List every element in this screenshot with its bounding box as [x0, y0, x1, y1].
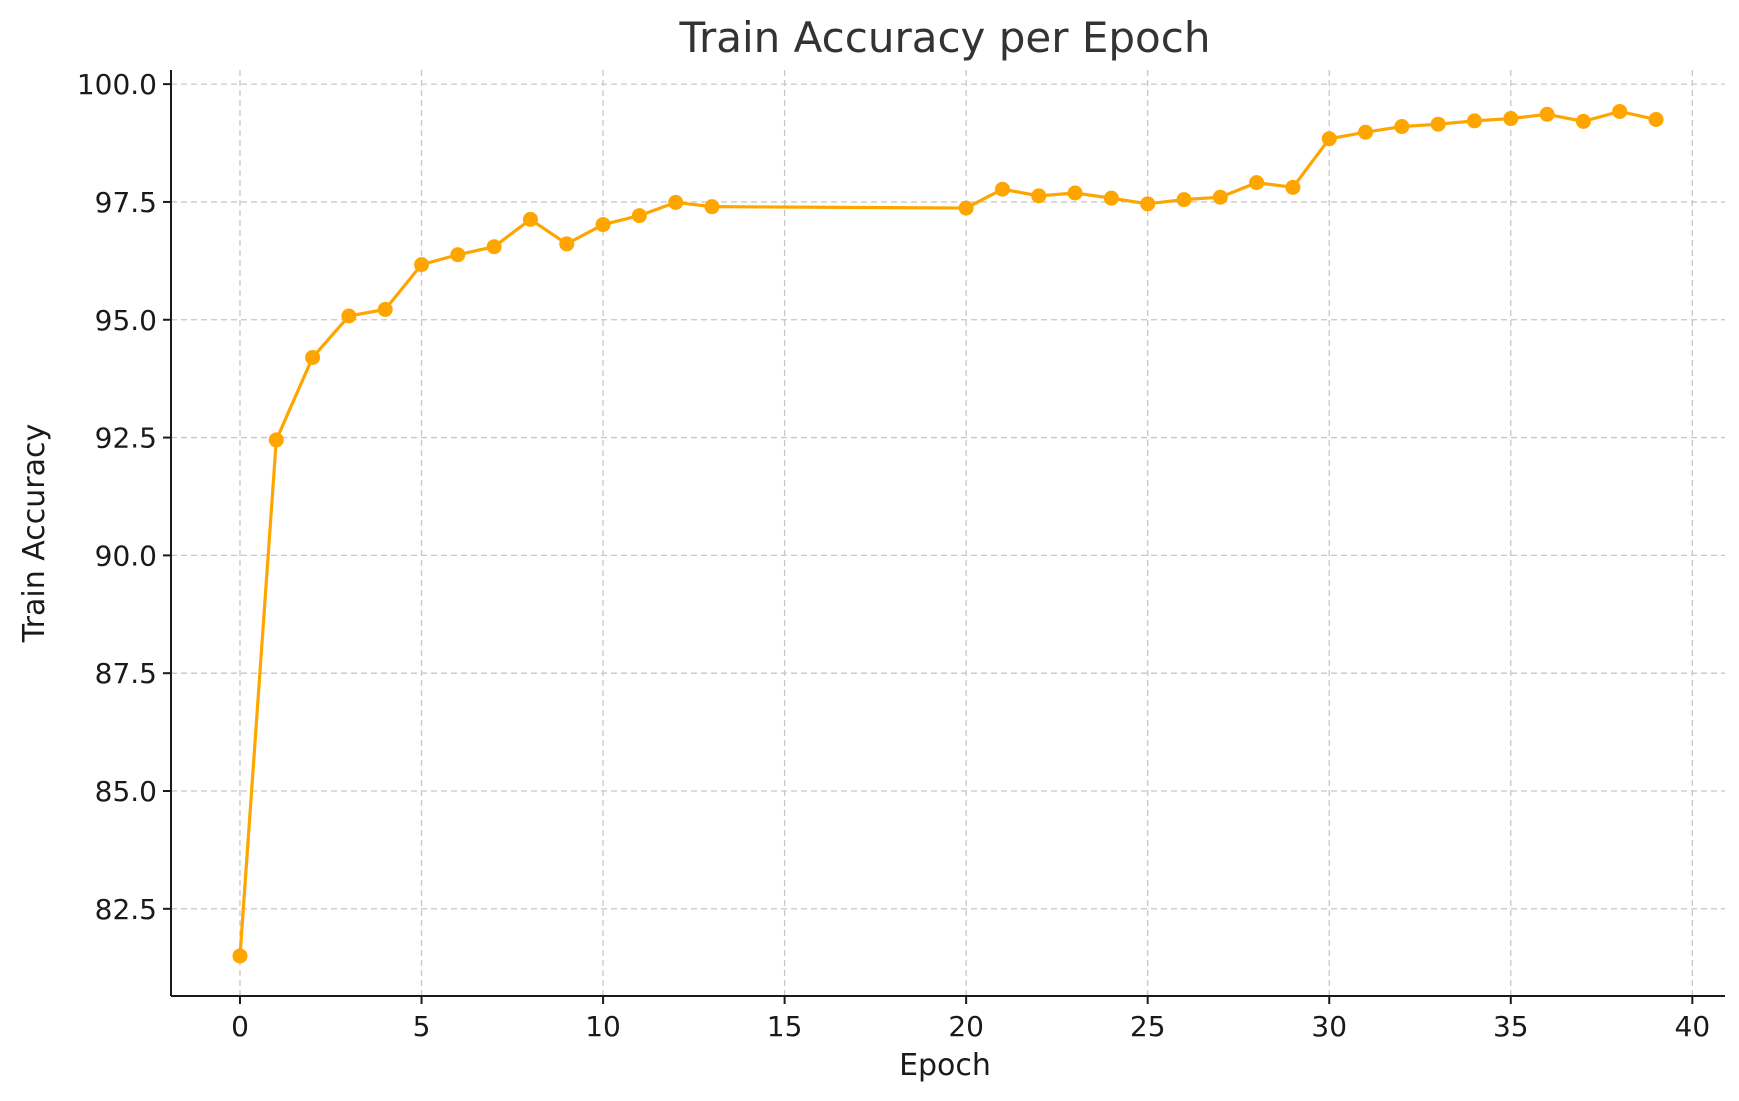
data-point: [232, 948, 248, 964]
data-point: [668, 194, 684, 210]
data-point: [704, 199, 720, 215]
y-tick-label: 92.5: [95, 422, 157, 455]
data-point: [1212, 189, 1228, 205]
data-point: [1466, 113, 1482, 129]
x-tick-label: 15: [767, 1010, 803, 1043]
data-point: [1176, 192, 1192, 208]
data-point: [994, 181, 1010, 197]
data-point: [414, 257, 430, 273]
y-tick-label: 82.5: [95, 893, 157, 926]
data-point: [1575, 113, 1591, 129]
chart-title: Train Accuracy per Epoch: [679, 13, 1211, 62]
y-tick-label: 95.0: [95, 304, 157, 337]
data-point: [341, 308, 357, 324]
data-point: [1539, 106, 1555, 122]
data-point: [1648, 111, 1664, 127]
data-point: [305, 349, 321, 365]
data-point: [1140, 196, 1156, 212]
data-point: [1321, 131, 1337, 147]
data-point: [1031, 188, 1047, 204]
grid: [171, 70, 1725, 996]
x-tick-label: 20: [948, 1010, 984, 1043]
data-point: [1285, 179, 1301, 195]
data-point: [958, 200, 974, 216]
data-point: [1394, 119, 1410, 135]
x-tick-label: 25: [1130, 1010, 1166, 1043]
series-line: [238, 109, 1658, 958]
data-point: [1358, 124, 1374, 140]
y-tick-label: 97.5: [95, 186, 157, 219]
x-tick-label: 10: [585, 1010, 621, 1043]
data-point: [1430, 116, 1446, 132]
y-tick-label: 87.5: [95, 657, 157, 690]
data-point: [522, 211, 538, 227]
data-point: [450, 247, 466, 263]
data-point: [595, 217, 611, 233]
data-point: [1103, 190, 1119, 206]
y-tick-label: 100.0: [77, 68, 157, 101]
y-tick-label: 85.0: [95, 775, 157, 808]
data-point: [377, 301, 393, 317]
x-tick-label: 30: [1311, 1010, 1347, 1043]
x-tick-label: 0: [231, 1010, 249, 1043]
series: [232, 103, 1664, 964]
x-tick-label: 35: [1493, 1010, 1529, 1043]
data-point: [559, 236, 575, 252]
data-point: [268, 432, 284, 448]
data-point: [1067, 185, 1083, 201]
x-tick-label: 40: [1675, 1010, 1711, 1043]
y-axis-label: Train Accuracy: [17, 424, 52, 643]
y-tick-label: 90.0: [95, 539, 157, 572]
data-point: [1503, 111, 1519, 127]
data-point: [1249, 175, 1265, 191]
axes: 0 5 10 15 20 25 30 35 40 82.5 85.0 87.5 90.0 92.5 95.0…: [77, 68, 1725, 1043]
data-point: [486, 239, 502, 255]
data-point: [1612, 103, 1628, 119]
x-axis-label: Epoch: [899, 1048, 991, 1083]
data-point: [631, 208, 647, 224]
x-tick-label: 5: [413, 1010, 431, 1043]
